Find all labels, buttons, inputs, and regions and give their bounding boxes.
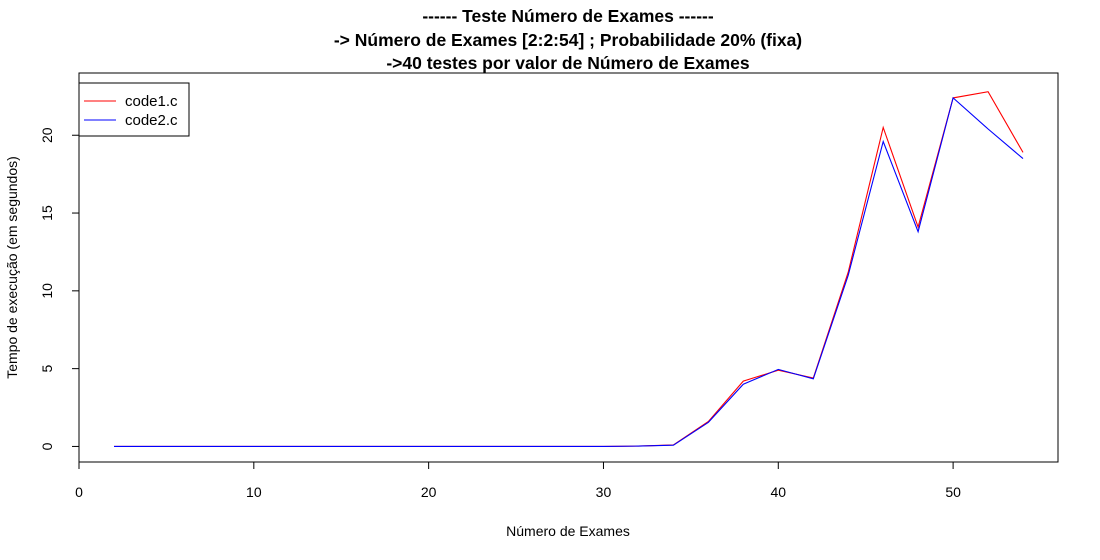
x-tick-label: 20 <box>421 484 437 500</box>
series-line-code1-c <box>114 91 1024 447</box>
x-tick-label: 10 <box>246 484 262 500</box>
chart-title-line: ------ Teste Número de Exames ------ <box>422 6 714 26</box>
x-tick-label: 40 <box>770 484 786 500</box>
legend-box <box>78 82 190 137</box>
plot-area <box>78 72 1059 463</box>
series-lines <box>114 91 1024 447</box>
x-axis: 0 10 20 30 40 50 <box>75 461 961 500</box>
chart-title: ------ Teste Número de Exames ------ -> N… <box>334 6 802 73</box>
x-tick-label: 0 <box>75 484 83 500</box>
y-tick-label: 10 <box>39 283 55 299</box>
y-axis-label: Tempo de execução (em segundos) <box>4 156 20 379</box>
y-axis: 0 5 10 15 20 <box>39 127 80 450</box>
chart-title-line: -> Número de Exames [2:2:54] ; Probabili… <box>334 30 802 50</box>
legend: code1.c code2.c <box>78 82 190 137</box>
chart-title-line: ->40 testes por valor de Número de Exame… <box>386 53 750 73</box>
legend-label: code2.c <box>125 112 178 129</box>
series-line-code2-c <box>114 96 1024 447</box>
y-tick-label: 20 <box>39 127 55 143</box>
x-axis-label: Número de Exames <box>506 523 630 539</box>
legend-label: code1.c <box>125 93 178 110</box>
x-tick-label: 50 <box>945 484 961 500</box>
y-tick-label: 0 <box>39 442 55 450</box>
y-tick-label: 15 <box>39 205 55 221</box>
y-tick-label: 5 <box>39 365 55 373</box>
x-tick-label: 30 <box>596 484 612 500</box>
